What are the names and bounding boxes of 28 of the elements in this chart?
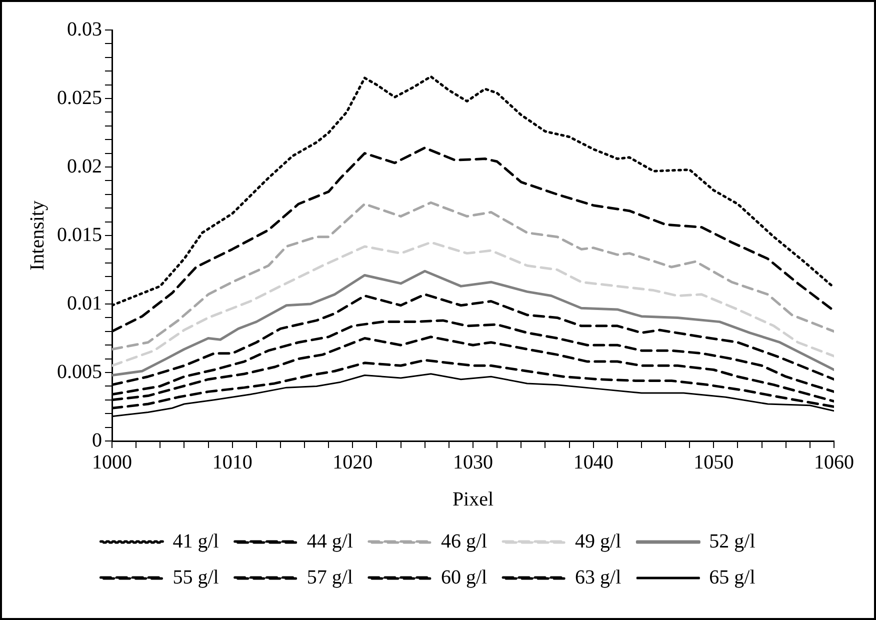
legend-label: 65 g/l bbox=[709, 566, 756, 588]
legend-label: 46 g/l bbox=[440, 530, 488, 552]
y-tick-label: 0.005 bbox=[57, 360, 102, 383]
y-tick-label: 0.025 bbox=[57, 86, 102, 109]
legend-label: 44 g/l bbox=[306, 530, 354, 552]
legend-label: 55 g/l bbox=[172, 566, 220, 588]
y-tick-label: 0.03 bbox=[67, 18, 102, 40]
x-tick-label: 1000 bbox=[92, 451, 132, 474]
legend-label: 41 g/l bbox=[172, 530, 220, 552]
line-series bbox=[112, 241, 834, 367]
legend-label: 63 g/l bbox=[575, 566, 622, 588]
line-series bbox=[112, 201, 834, 350]
legend-label: 57 g/l bbox=[306, 566, 354, 588]
legend-label: 52 g/l bbox=[709, 530, 756, 552]
x-tick-label: 1040 bbox=[573, 451, 614, 474]
y-tick-label: 0.01 bbox=[67, 292, 102, 314]
y-tick-label: 0 bbox=[92, 429, 102, 452]
y-axis-title: Intensity bbox=[26, 200, 48, 270]
legend-label: 60 g/l bbox=[440, 566, 488, 588]
x-tick-label: 1060 bbox=[814, 451, 854, 474]
y-tick-label: 0.02 bbox=[67, 155, 102, 178]
x-tick-label: 1050 bbox=[694, 451, 734, 474]
x-axis-title: Pixel bbox=[452, 488, 494, 510]
legend-label: 49 g/l bbox=[575, 530, 622, 552]
y-tick-label: 0.015 bbox=[57, 224, 102, 246]
x-tick-label: 1010 bbox=[212, 451, 252, 474]
x-tick-label: 1030 bbox=[453, 451, 493, 474]
x-tick-label: 1020 bbox=[332, 451, 373, 474]
